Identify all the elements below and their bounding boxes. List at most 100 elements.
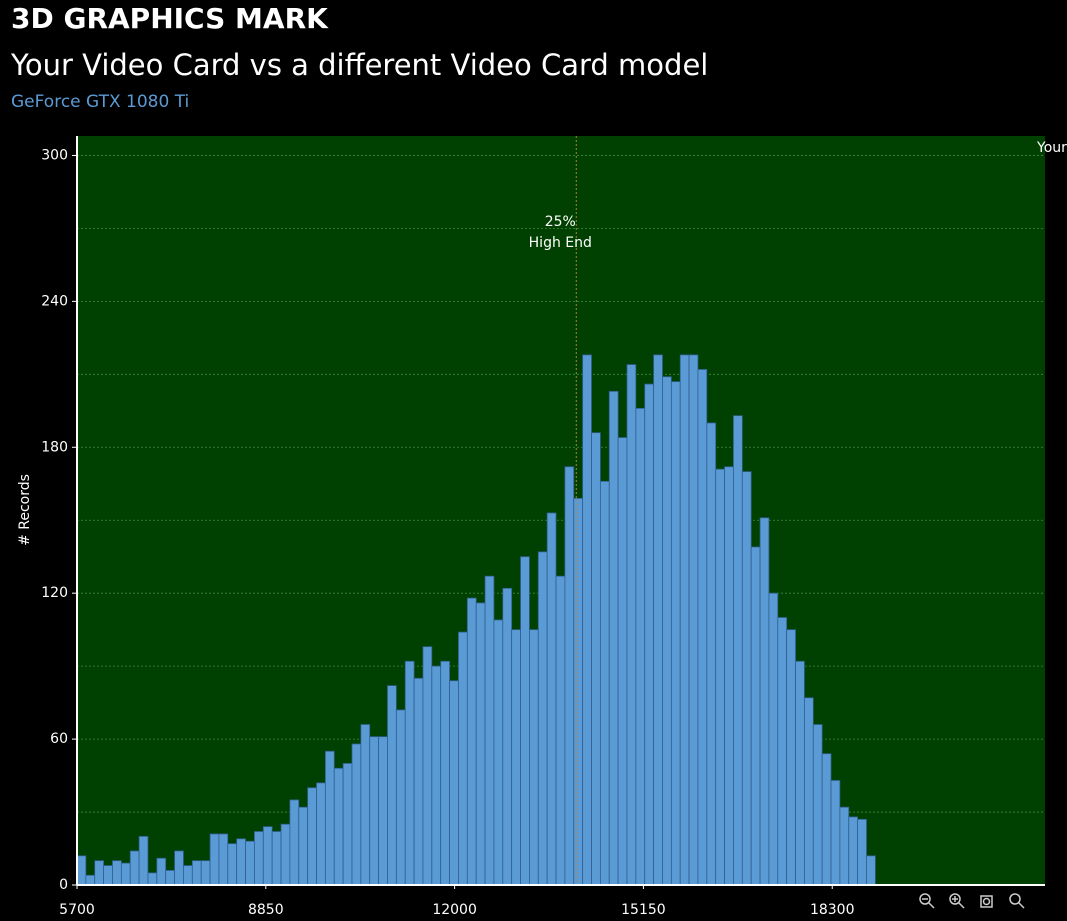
- bar: [466, 597, 477, 886]
- bar: [245, 840, 255, 886]
- bar: [200, 860, 211, 886]
- bar: [750, 546, 761, 886]
- bar: [546, 512, 557, 886]
- bar: [688, 354, 699, 886]
- zoom-fit[interactable]: [980, 895, 993, 908]
- bar: [333, 767, 344, 886]
- bar: [537, 551, 548, 886]
- bar: [360, 724, 371, 886]
- bar: [458, 631, 468, 886]
- title: 3D GRAPHICS MARK: [11, 2, 328, 35]
- bar: [120, 862, 131, 886]
- bar: [653, 354, 663, 886]
- bar: [608, 390, 619, 886]
- zoom-tools: [919, 893, 1025, 909]
- bar: [413, 677, 424, 886]
- bar: [582, 354, 592, 886]
- bar: [236, 838, 246, 886]
- bar: [857, 818, 867, 886]
- bar: [804, 697, 814, 886]
- bar: [493, 619, 504, 886]
- bar: [812, 724, 823, 886]
- bar: [174, 850, 184, 886]
- bar: [591, 432, 601, 886]
- bar: [662, 376, 672, 886]
- bar: [183, 865, 193, 886]
- bar: [316, 782, 326, 886]
- bar: [795, 660, 805, 886]
- y-tick-label: 0: [59, 877, 68, 893]
- bar: [626, 364, 637, 886]
- bar: [573, 497, 584, 886]
- bar: [564, 466, 575, 886]
- bar: [679, 354, 690, 886]
- bar: [759, 517, 770, 886]
- bar: [706, 422, 717, 886]
- bar: [298, 806, 309, 886]
- bar: [635, 407, 646, 886]
- annotation-text: High End: [529, 235, 592, 251]
- bar: [94, 860, 105, 886]
- bar: [431, 665, 442, 886]
- bar: [324, 750, 335, 886]
- bar: [103, 865, 113, 886]
- bar: [280, 823, 291, 886]
- y-tick-label: 120: [41, 585, 68, 601]
- bar: [378, 736, 388, 886]
- bar: [289, 799, 300, 886]
- bar: [138, 835, 149, 886]
- bar: [129, 850, 140, 886]
- bar: [404, 660, 415, 886]
- bar: [209, 833, 220, 886]
- bar: [369, 736, 380, 886]
- bar: [839, 806, 850, 886]
- bar: [262, 826, 273, 886]
- zoom-out[interactable]: [919, 893, 935, 909]
- bar: [191, 860, 202, 886]
- zoom-in[interactable]: [949, 893, 965, 909]
- y-tick-label: 60: [50, 731, 68, 747]
- bar: [821, 753, 832, 886]
- bar: [670, 381, 681, 886]
- bar: [511, 629, 521, 886]
- bar: [351, 743, 362, 886]
- bar: [697, 369, 708, 886]
- bar: [555, 575, 566, 886]
- bar: [342, 763, 353, 886]
- bar: [422, 646, 433, 886]
- bar: [617, 437, 628, 886]
- x-tick-label: 8850: [248, 902, 284, 918]
- bar: [830, 780, 841, 886]
- bar: [156, 857, 167, 886]
- y-tick-label: 300: [41, 147, 68, 163]
- bar: [733, 415, 743, 886]
- bar: [227, 843, 238, 886]
- bar: [449, 680, 459, 886]
- bar: [777, 617, 788, 886]
- bar: [85, 874, 96, 886]
- y-axis-label: # Records: [17, 474, 33, 546]
- zoom-reset[interactable]: [1009, 893, 1025, 909]
- side-label: Your: [1036, 140, 1067, 156]
- bar: [520, 556, 530, 886]
- bar: [866, 855, 876, 886]
- bar: [218, 833, 229, 886]
- bar: [768, 592, 779, 886]
- x-tick-label: 5700: [59, 902, 95, 918]
- bar: [147, 872, 158, 886]
- bar: [112, 860, 122, 886]
- bar: [715, 468, 725, 886]
- bar: [502, 587, 513, 886]
- bar: [484, 575, 495, 886]
- y-tick-label: 240: [41, 293, 68, 309]
- x-tick-label: 18300: [810, 902, 855, 918]
- bar: [76, 855, 87, 886]
- bar: [254, 831, 264, 886]
- bar: [848, 816, 859, 886]
- annotation-label: 25%: [545, 214, 576, 230]
- y-tick-label: 180: [41, 439, 68, 455]
- subtitle: Your Video Card vs a different Video Car…: [11, 48, 709, 82]
- bar: [529, 629, 539, 886]
